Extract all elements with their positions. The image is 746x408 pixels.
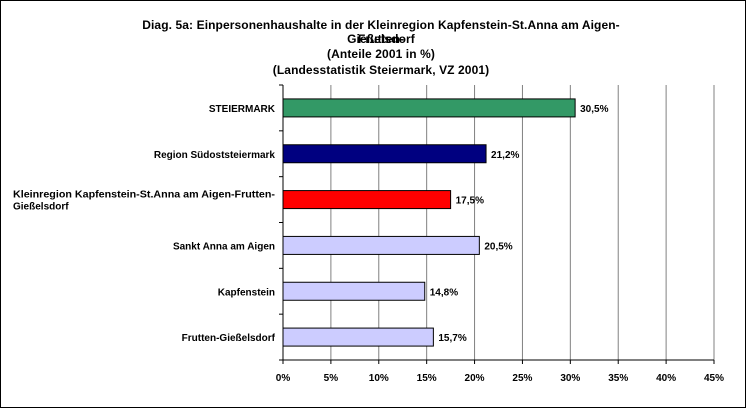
bar xyxy=(282,235,480,255)
category-label: Gießelsdorf xyxy=(13,202,69,213)
category-label: Kapfenstein xyxy=(218,287,275,298)
category-label: Region Südoststeiermark xyxy=(154,150,276,161)
x-tick-label: 15% xyxy=(417,373,437,384)
bar xyxy=(282,281,426,301)
category-label: STEIERMARK xyxy=(209,104,276,115)
bar xyxy=(282,144,487,164)
chart-subtitle: (Anteile 2001 in %) xyxy=(327,47,435,61)
bar xyxy=(282,98,576,118)
chart-source: (Landesstatistik Steiermark, VZ 2001) xyxy=(272,63,490,77)
x-tick-label: 5% xyxy=(324,373,339,384)
x-tick-label: 20% xyxy=(465,373,485,384)
x-tick-label: 35% xyxy=(608,373,628,384)
chart-title-line-1: Diag. 5a: Einpersonenhaushalte in der Kl… xyxy=(142,18,620,46)
x-tick-label: 25% xyxy=(512,373,532,384)
value-label: 21,2% xyxy=(491,150,519,161)
value-label: 20,5% xyxy=(484,241,512,252)
value-label: 14,8% xyxy=(430,287,458,298)
value-label: 15,7% xyxy=(438,333,466,344)
bar xyxy=(282,190,452,210)
value-label: 30,5% xyxy=(580,104,608,115)
bar xyxy=(282,327,434,347)
category-label: Frutten-Gießelsdorf xyxy=(182,333,276,344)
x-tick-label: 10% xyxy=(369,373,389,384)
chart-title-line-2: Gießelsdorf xyxy=(347,32,415,46)
value-label: 17,5% xyxy=(456,196,484,207)
x-tick-label: 0% xyxy=(276,373,291,384)
x-tick-label: 45% xyxy=(704,373,724,384)
category-label: Sankt Anna am Aigen xyxy=(173,241,275,252)
x-tick-label: 30% xyxy=(560,373,580,384)
category-label: Kleinregion Kapfenstein-St.Anna am Aigen… xyxy=(13,190,275,201)
x-tick-label: 40% xyxy=(656,373,676,384)
